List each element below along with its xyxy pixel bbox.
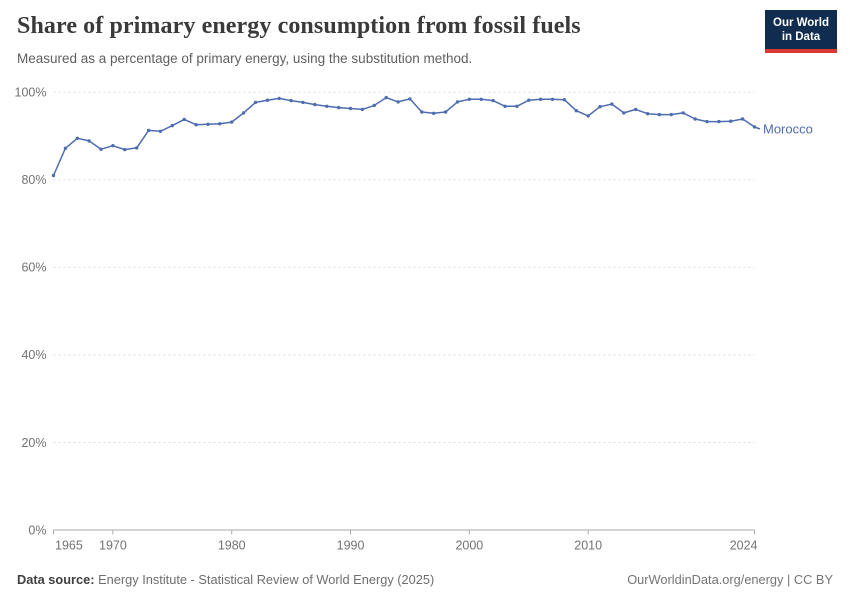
data-point[interactable] [75,136,80,140]
data-point[interactable] [479,97,483,102]
data-point[interactable] [408,97,412,101]
data-point[interactable] [420,110,424,114]
y-tick-label: 60% [21,261,46,275]
data-point[interactable] [491,98,495,103]
y-tick-label: 100% [15,86,47,100]
x-tick-label: 2010 [574,539,602,553]
data-point[interactable] [693,117,697,121]
data-point[interactable] [360,107,365,112]
data-point[interactable] [158,129,163,133]
data-point[interactable] [717,119,721,124]
data-point[interactable] [455,100,460,104]
data-point[interactable] [384,95,388,100]
data-point[interactable] [538,97,543,102]
x-tick-label: 2000 [455,539,483,553]
data-point[interactable] [289,98,293,103]
data-point[interactable] [443,110,448,114]
data-point[interactable] [301,100,305,105]
data-point[interactable] [503,104,507,109]
series-end-label[interactable]: Morocco [763,121,813,136]
x-tick-label: 1990 [337,539,365,553]
chart-subtitle: Measured as a percentage of primary ener… [17,51,473,66]
data-point[interactable] [705,119,709,124]
x-tick-label: 2024 [730,539,758,553]
x-tick-label: 1965 [55,539,83,553]
data-point[interactable] [645,112,650,116]
data-point[interactable] [325,104,329,109]
data-point[interactable] [111,144,115,148]
license-note: OurWorldinData.org/energy | CC BY [627,572,833,587]
data-point[interactable] [182,117,186,122]
data-point[interactable] [372,103,376,108]
data-point[interactable] [123,147,127,152]
page-title: Share of primary energy consumption from… [17,13,581,39]
data-point[interactable] [146,128,151,133]
y-tick-label: 0% [28,523,46,537]
data-point[interactable] [527,98,531,102]
data-point[interactable] [87,139,91,143]
data-point[interactable] [230,120,234,124]
data-point[interactable] [218,122,222,126]
data-source-note: Data source: Energy Institute - Statisti… [17,572,434,587]
data-point[interactable] [194,123,198,127]
data-point[interactable] [396,100,400,104]
data-point[interactable] [170,123,174,128]
data-point[interactable] [634,107,638,112]
series-label-connector [755,126,761,130]
data-point[interactable] [752,125,757,129]
owid-logo: Our World in Data [765,10,837,53]
data-point[interactable] [99,147,103,151]
data-point[interactable] [63,146,68,150]
x-tick-label: 1970 [99,539,127,553]
data-line [52,96,756,177]
chart-footer: Data source: Energy Institute - Statisti… [17,572,833,587]
data-source-label: Data source: [17,572,95,587]
data-source-text: Energy Institute - Statistical Review of… [94,572,435,587]
data-point[interactable] [562,98,567,102]
data-point[interactable] [241,111,246,115]
data-point[interactable] [313,102,317,107]
data-point[interactable] [467,97,471,102]
data-point[interactable] [740,117,745,121]
data-point[interactable] [265,98,270,102]
data-point[interactable] [432,111,436,116]
data-point[interactable] [586,114,590,118]
data-point[interactable] [277,96,281,101]
data-point[interactable] [550,97,555,102]
y-tick-label: 40% [21,348,46,362]
owid-logo-line1: Our World [773,17,830,29]
data-point[interactable] [51,173,56,178]
data-point[interactable] [206,122,210,127]
owid-logo-line2: in Data [781,31,821,43]
data-point[interactable] [135,146,139,150]
data-point[interactable] [610,102,614,106]
data-point[interactable] [729,119,733,123]
data-point[interactable] [253,100,258,105]
y-tick-label: 80% [21,173,46,187]
data-point[interactable] [657,112,662,117]
data-point[interactable] [622,111,626,115]
y-tick-label: 20% [21,436,46,450]
data-point[interactable] [515,104,519,109]
x-tick-label: 1980 [218,539,246,553]
data-point[interactable] [669,112,673,117]
data-point[interactable] [337,105,341,110]
data-point[interactable] [598,105,602,109]
data-point[interactable] [681,111,685,115]
data-point[interactable] [348,106,353,111]
data-point[interactable] [574,109,578,113]
